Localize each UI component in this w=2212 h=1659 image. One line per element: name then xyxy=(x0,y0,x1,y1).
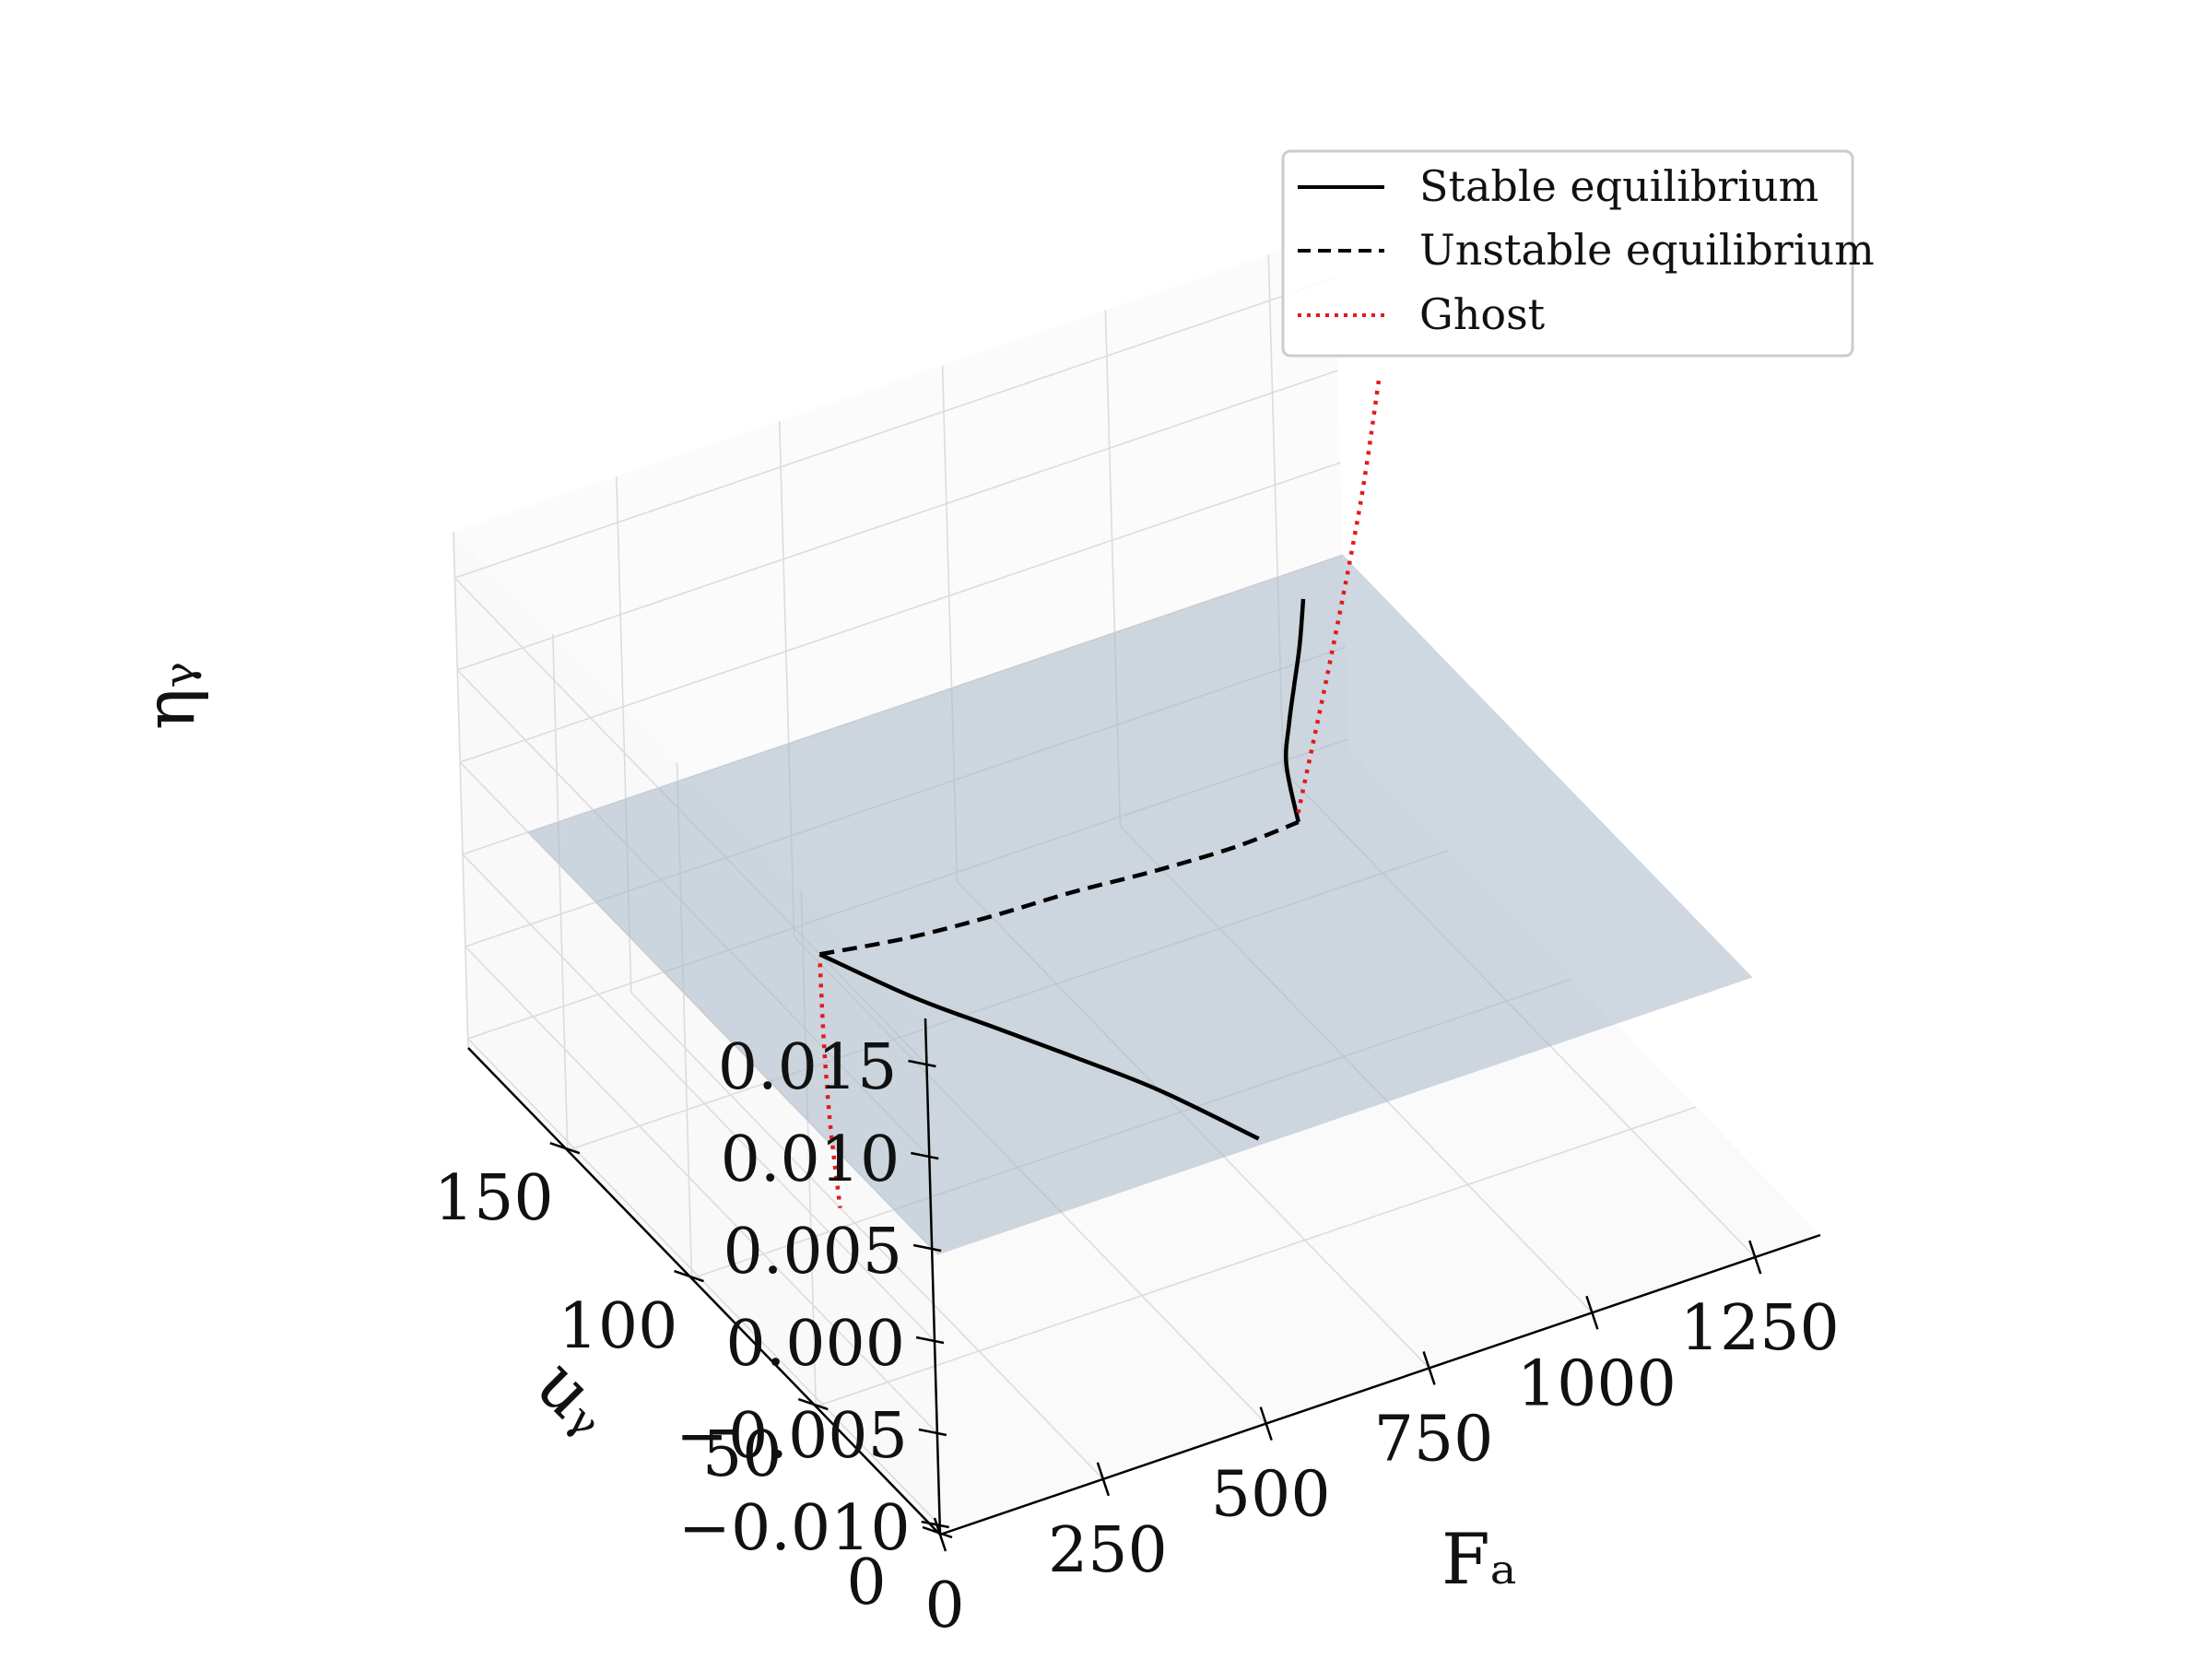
zero-plane xyxy=(527,555,1753,1255)
z-tick-label: 0.015 xyxy=(718,1031,898,1104)
grid-line-x-floor xyxy=(630,992,1104,1480)
z-tick-mark xyxy=(915,1335,945,1345)
legend-box xyxy=(1281,149,1854,358)
grid-line-z-back xyxy=(459,462,1341,763)
x-axis-line xyxy=(939,1233,1821,1536)
z-tick-mark xyxy=(921,1520,949,1529)
series-solid-segment-1 xyxy=(1284,598,1306,823)
grid-line-z-back xyxy=(454,277,1335,579)
x-tick-mark xyxy=(1422,1351,1436,1385)
x-tick-mark xyxy=(1096,1462,1111,1497)
left-pane xyxy=(453,532,940,1535)
z-tick-label: 0.000 xyxy=(725,1308,905,1381)
y-tick-label: 0 xyxy=(846,1547,886,1619)
grid-line-y-floor xyxy=(816,1106,1697,1407)
x-tick-mark xyxy=(1585,1295,1599,1330)
grid-line-y-left xyxy=(551,634,569,1151)
legend-label-unstable: Unstable equilibrium xyxy=(1419,225,1875,275)
y-axis-line xyxy=(467,1047,941,1535)
z-axis-title: ηᵧ xyxy=(128,662,210,730)
grid-line-z-left xyxy=(465,946,938,1434)
grid-line-z-back xyxy=(457,370,1338,671)
legend: Stable equilibrium Unstable equilibrium … xyxy=(1281,149,1875,358)
y-tick-mark xyxy=(549,1141,581,1155)
z-tick-label: −0.010 xyxy=(678,1492,911,1565)
z-tick-mark xyxy=(908,1059,936,1068)
y-tick-mark xyxy=(674,1269,704,1283)
y-tick-mark xyxy=(797,1397,829,1411)
x-tick-label: 1250 xyxy=(1680,1292,1840,1365)
x-tick-label: 250 xyxy=(1048,1514,1168,1587)
x-tick-label: 0 xyxy=(924,1570,964,1642)
grid-line-z-left xyxy=(462,853,935,1342)
z-axis-line xyxy=(924,1018,942,1535)
grid-line-z-left xyxy=(467,1038,941,1526)
z-tick-label: −0.005 xyxy=(676,1400,908,1473)
series-solid-segment-0 xyxy=(818,952,1260,1141)
series-dashed-segment-0 xyxy=(818,819,1300,957)
legend-label-stable: Stable equilibrium xyxy=(1419,161,1818,211)
x-tick-label: 1000 xyxy=(1517,1347,1677,1420)
legend-label-ghost: Ghost xyxy=(1419,289,1546,339)
z-tick-mark xyxy=(918,1428,947,1437)
x-tick-mark xyxy=(1259,1406,1273,1441)
y-tick-label: 150 xyxy=(434,1162,554,1235)
axes xyxy=(467,1018,1821,1552)
y-tick-label: 100 xyxy=(559,1290,678,1363)
grid-line-x-back xyxy=(453,531,469,1049)
y-tick-label: 50 xyxy=(702,1418,782,1491)
x-tick-label: 500 xyxy=(1211,1459,1331,1532)
z-tick-label: 0.005 xyxy=(723,1216,902,1288)
series-lines xyxy=(818,377,1382,1208)
y-tick-mark xyxy=(922,1525,953,1539)
z-tick-mark xyxy=(912,1243,942,1253)
x-tick-label: 750 xyxy=(1374,1403,1494,1476)
zero-plane-surface xyxy=(527,555,1753,1255)
x-axis-title: Fₐ xyxy=(1441,1518,1517,1600)
z-tick-mark xyxy=(911,1151,939,1160)
x-tick-mark xyxy=(1748,1240,1762,1275)
z-tick-label: 0.010 xyxy=(721,1124,900,1196)
